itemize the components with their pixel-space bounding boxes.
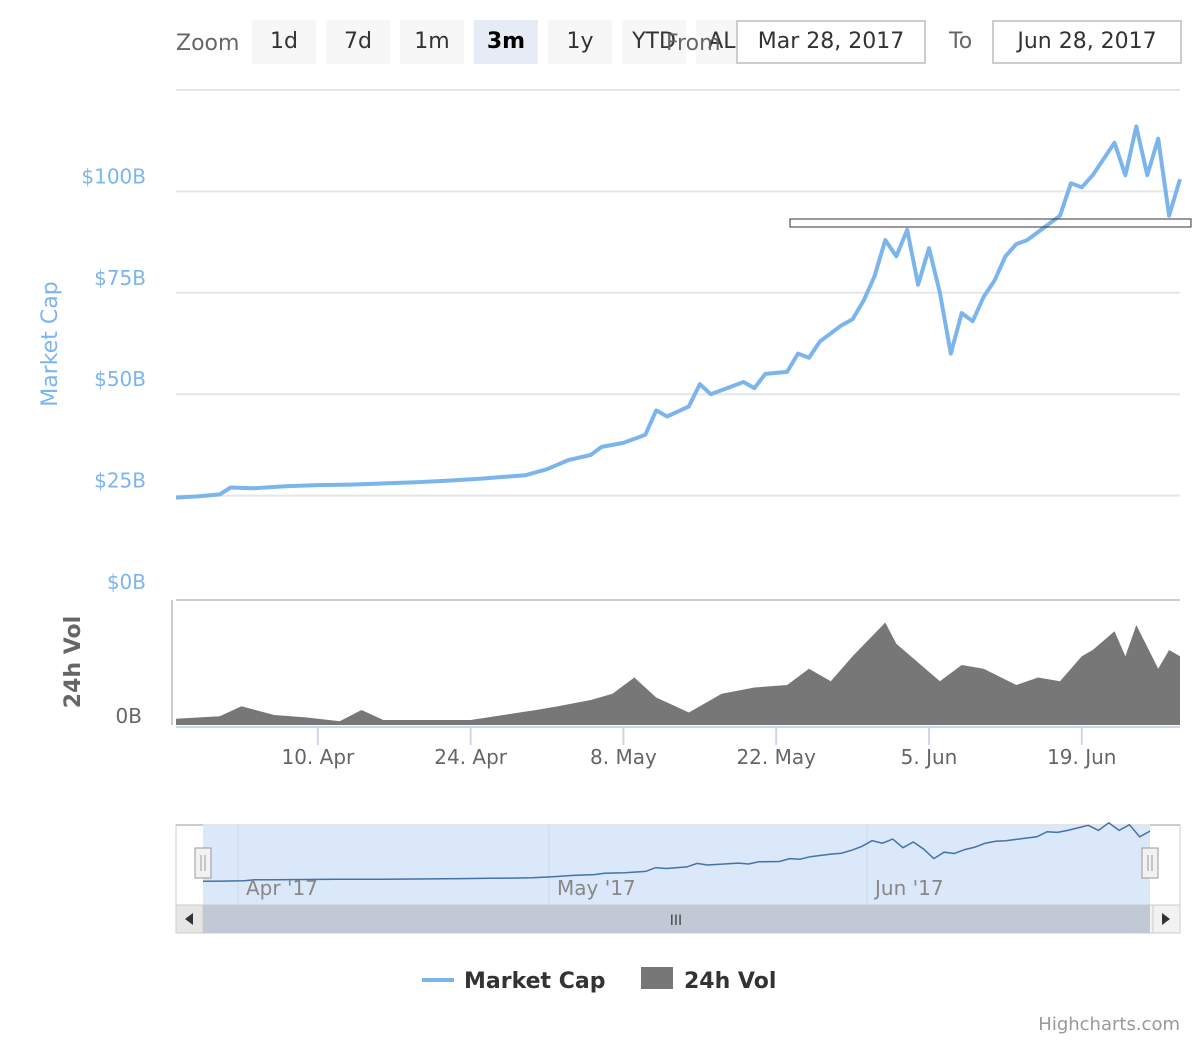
volume-y-axis: 0B	[116, 704, 142, 728]
y-tick-label: $100B	[81, 164, 146, 188]
volume-tick-label: 0B	[116, 704, 142, 728]
navigator-selected-range	[203, 825, 1150, 905]
navigator-handle-left[interactable]	[194, 847, 212, 879]
arrow-left-icon	[185, 913, 193, 925]
navigator[interactable]: Apr '17 May '17 Jun '17 III	[175, 821, 1181, 934]
scroll-left-button[interactable]	[175, 904, 204, 934]
navigator-label: Apr '17	[246, 876, 318, 900]
zoom-button-label-3m[interactable]: 3m	[487, 29, 525, 54]
zoom-label: Zoom	[176, 31, 239, 56]
market-cap-line	[175, 124, 1182, 500]
x-tick-label: 24. Apr	[434, 745, 508, 769]
from-label: From	[666, 31, 721, 56]
to-date-input[interactable]: Jun 28, 2017	[1015, 29, 1156, 54]
zoom-button-label-ytd[interactable]: YTD	[631, 29, 676, 54]
zoom-button-3m	[474, 20, 538, 64]
navigator-handle-right[interactable]	[1141, 847, 1159, 879]
legend: Market Cap 24h Vol	[422, 967, 776, 994]
volume-series	[176, 622, 1180, 725]
credits-link[interactable]: Highcharts.com	[1038, 1014, 1180, 1035]
market-cap-y-axis: $0B $25B $50B $75B $100B	[81, 164, 146, 594]
volume-gridlines	[171, 599, 1180, 725]
x-tick-label: 5. Jun	[901, 745, 958, 769]
y-tick-label: $50B	[94, 367, 146, 391]
scrollbar-thumb[interactable]	[203, 905, 1150, 933]
from-date-input-box[interactable]	[736, 20, 926, 64]
to-date-input-box[interactable]	[992, 20, 1182, 64]
legend-label-market-cap[interactable]: Market Cap	[464, 969, 605, 994]
x-axis: 10. Apr 24. Apr 8. May 22. May 5. Jun 19. Jun	[176, 726, 1180, 769]
arrow-right-icon	[1162, 913, 1170, 925]
zoom-button-label-1d[interactable]: 1d	[270, 29, 298, 54]
navigator-label: Jun '17	[873, 876, 944, 900]
zoom-button-label-7d[interactable]: 7d	[344, 29, 372, 54]
market-cap-series	[175, 124, 1182, 500]
volume-axis-title: 24h Vol	[61, 616, 86, 708]
zoom-button-label-1m[interactable]: 1m	[414, 29, 449, 54]
zoom-button-1y	[548, 20, 612, 64]
zoom-button-1d	[252, 20, 316, 64]
zoom-button-ytd	[622, 20, 686, 64]
navigator-series-line	[202, 821, 1151, 883]
x-tick-label: 8. May	[590, 745, 657, 769]
from-date-input[interactable]: Mar 28, 2017	[758, 29, 904, 54]
market-cap-gridlines	[176, 89, 1180, 497]
navigator-label: May '17	[557, 876, 636, 900]
legend-area-icon	[641, 967, 673, 989]
to-label: To	[948, 29, 972, 54]
volume-area	[176, 622, 1180, 725]
tracker-box	[789, 218, 1192, 228]
x-tick-label: 19. Jun	[1047, 745, 1116, 769]
range-selector: Zoom 1d 7d 1m 3m 1y YTD ALL From Mar 28, 2017 …	[176, 20, 1182, 64]
market-cap-axis-title: Market Cap	[38, 281, 63, 406]
legend-item-market-cap[interactable]: Market Cap	[422, 969, 605, 994]
legend-item-volume[interactable]: 24h Vol	[641, 967, 776, 994]
zoom-button-1m	[400, 20, 464, 64]
zoom-button-7d	[326, 20, 390, 64]
x-tick-label: 22. May	[736, 745, 816, 769]
x-tick-label: 10. Apr	[281, 745, 355, 769]
scrollbar-grip-icon: III	[670, 913, 682, 929]
zoom-button-label-1y[interactable]: 1y	[566, 29, 593, 54]
legend-label-volume[interactable]: 24h Vol	[684, 969, 776, 994]
y-tick-label: $25B	[94, 469, 146, 493]
y-tick-label: $75B	[94, 266, 146, 290]
y-tick-label: $0B	[107, 570, 146, 594]
